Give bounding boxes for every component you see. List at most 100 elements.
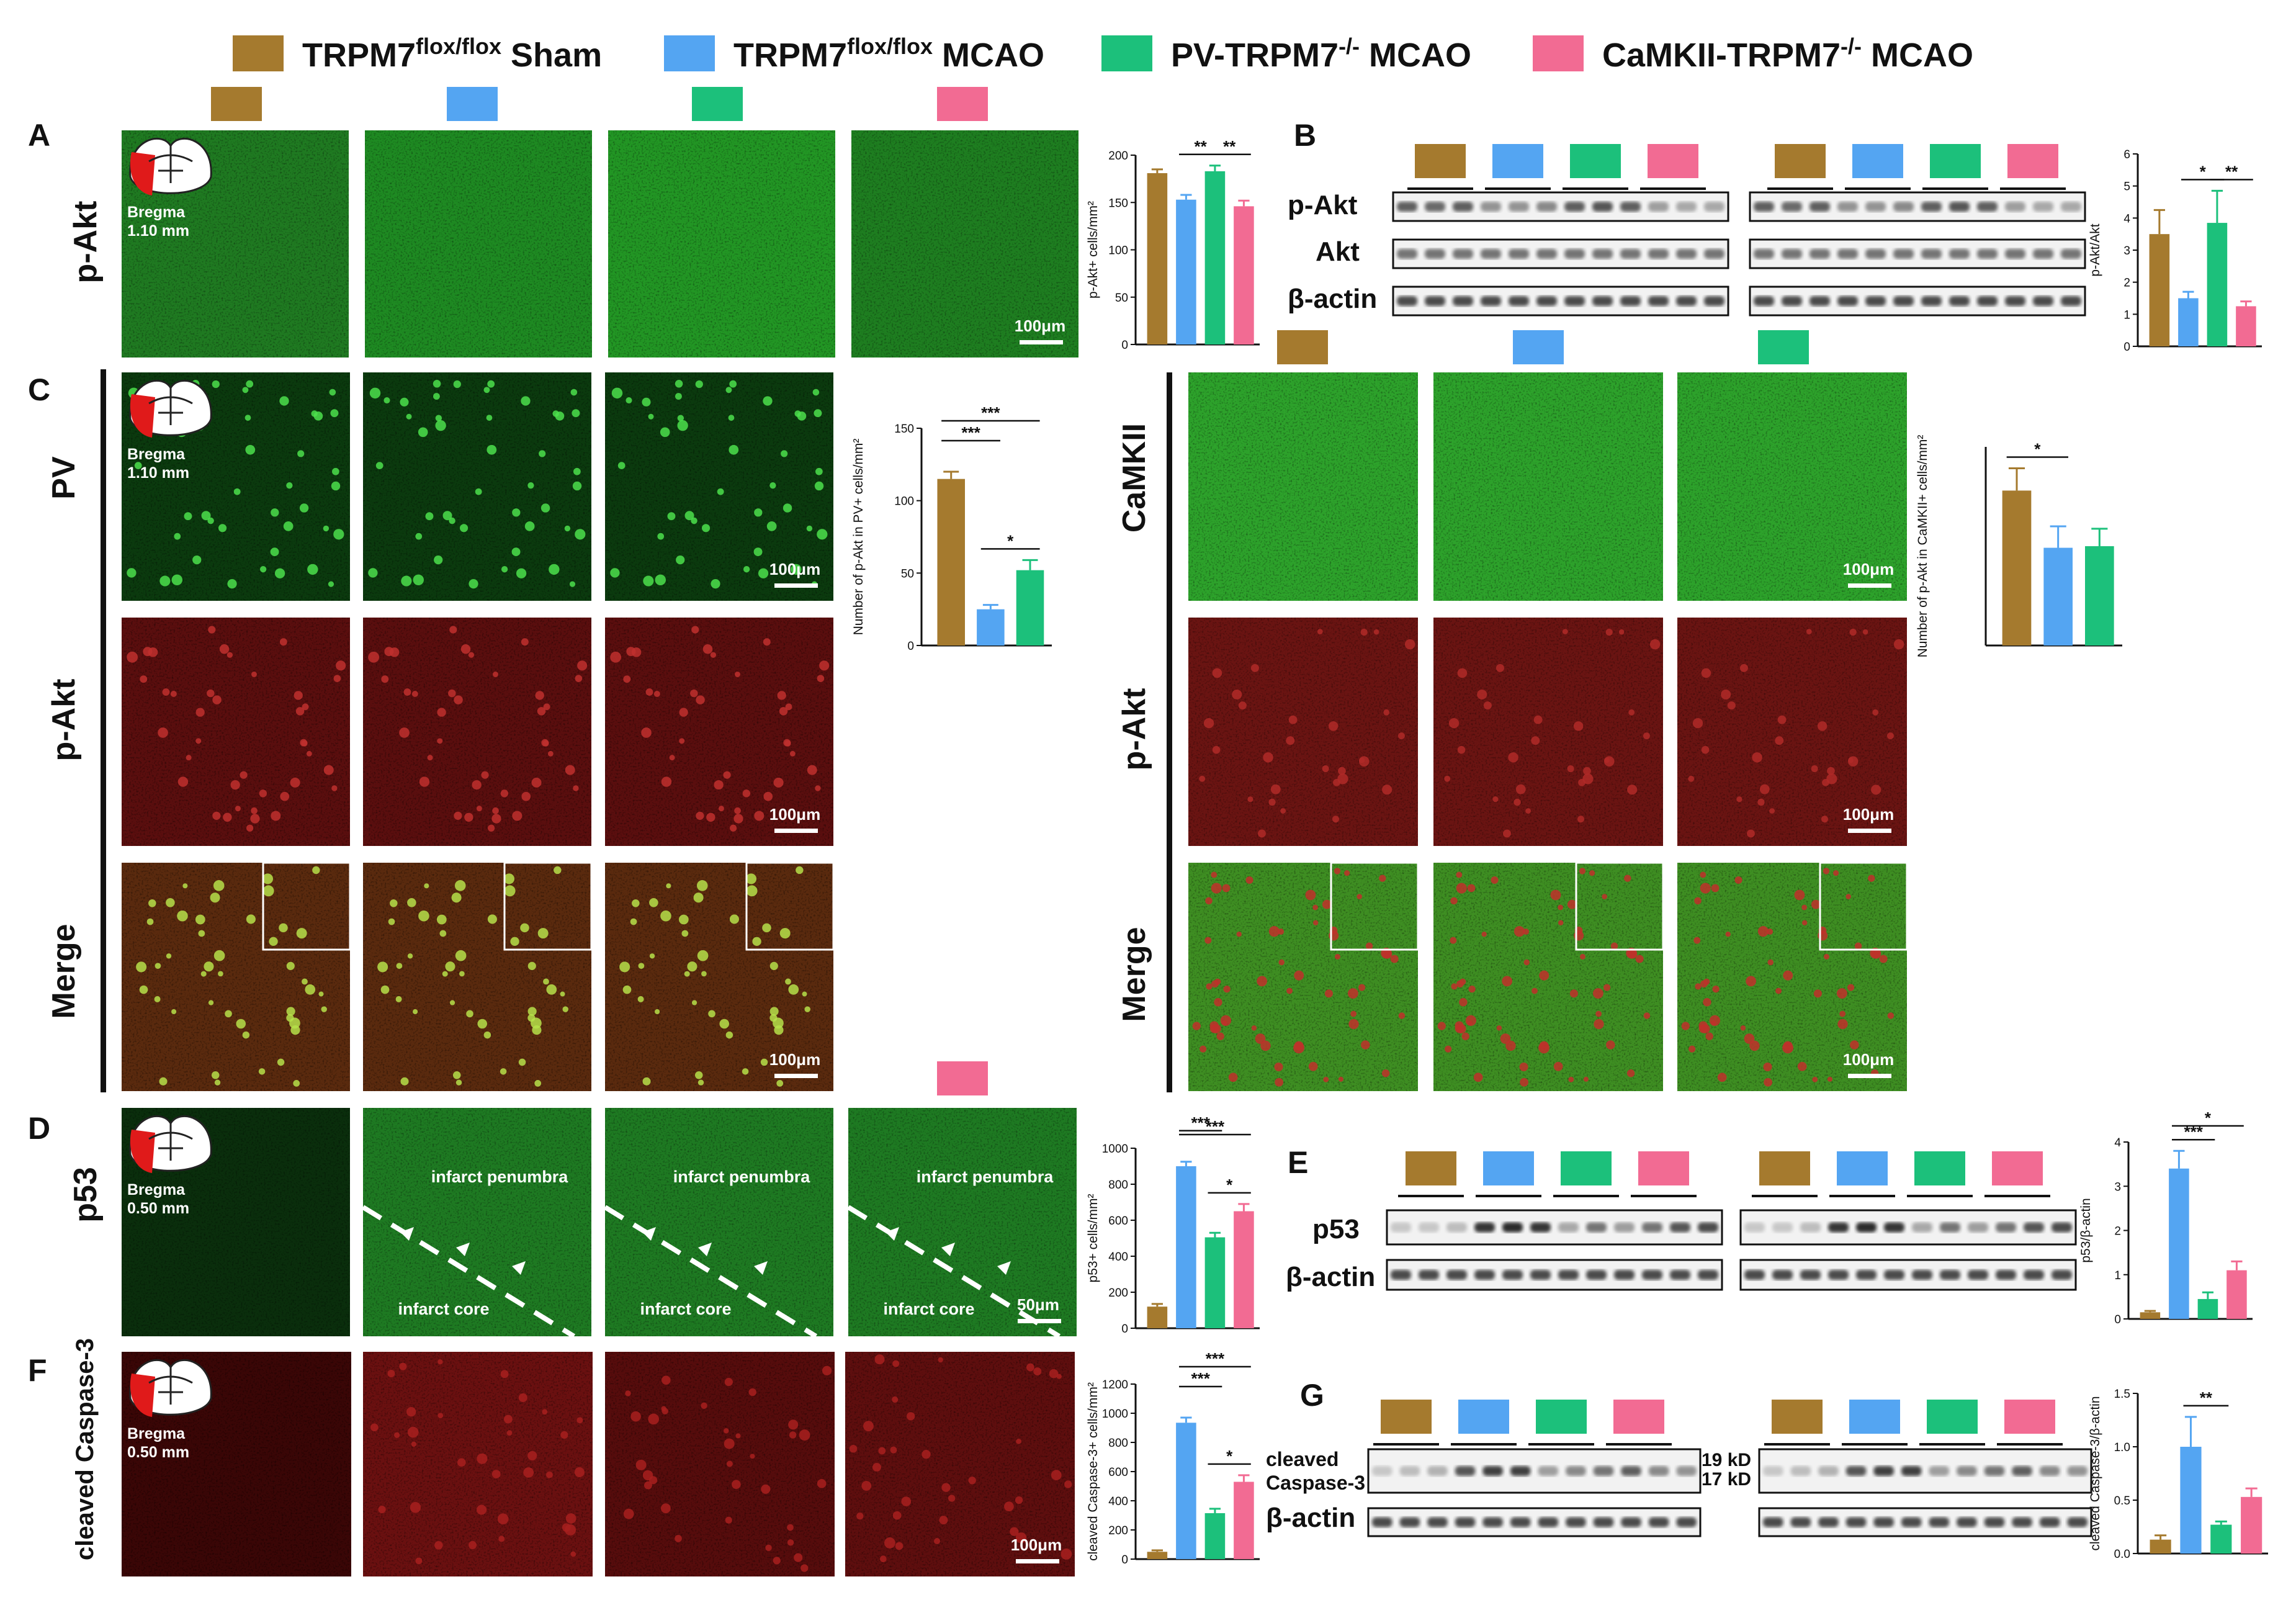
cell (1589, 870, 1595, 876)
bar (2197, 1298, 2218, 1319)
blot-band (1940, 1270, 1960, 1280)
bar (1147, 173, 1168, 344)
cell (724, 1428, 729, 1434)
infarct-area (130, 1374, 155, 1417)
blot-band (2005, 202, 2025, 212)
cell (475, 488, 482, 495)
cell (159, 1077, 168, 1086)
blot-frame (1749, 238, 2086, 269)
blot-band (1474, 1270, 1495, 1280)
cell (1879, 955, 1888, 963)
cell (333, 529, 344, 540)
cell (1278, 959, 1285, 966)
cell (681, 930, 689, 937)
cell (1700, 980, 1708, 988)
cell (1725, 931, 1731, 937)
y-tick-label: 4 (2123, 212, 2130, 225)
cell (1759, 784, 1770, 794)
cell (174, 533, 181, 540)
cell (1228, 1073, 1238, 1082)
scale-bar-label: 100μm (1843, 1050, 1894, 1069)
cell (1550, 889, 1561, 901)
cell (1206, 983, 1213, 990)
cell (804, 1006, 810, 1012)
cell (418, 910, 429, 922)
blot-band (1419, 1270, 1439, 1280)
blot-band (1566, 1517, 1586, 1527)
cell (1823, 868, 1830, 875)
group-swatch (1837, 1151, 1888, 1185)
cell (1821, 816, 1828, 823)
cell (486, 415, 493, 421)
cell (696, 695, 705, 704)
cell (574, 1467, 585, 1477)
cell (305, 984, 316, 995)
group-swatch (1492, 144, 1543, 178)
micrograph-texture (845, 1352, 1075, 1576)
blot-band (1676, 1517, 1697, 1527)
blot-band (1921, 202, 1942, 212)
cell (1398, 1012, 1406, 1019)
group-underline (1845, 187, 1911, 190)
cell (1693, 937, 1701, 944)
cell (516, 568, 527, 578)
blot-band (1809, 249, 1830, 259)
cell (769, 1014, 778, 1022)
cell (154, 996, 161, 1002)
blot-band (2067, 1466, 2087, 1476)
significance-label: * (2200, 162, 2207, 181)
cell (435, 420, 446, 431)
micrograph-texture (605, 1108, 833, 1336)
cell (207, 689, 215, 698)
cell (799, 1429, 810, 1441)
cell (1836, 988, 1847, 999)
cell (1752, 752, 1762, 763)
blot-band (1455, 1517, 1476, 1527)
cell (638, 963, 645, 969)
cell (611, 387, 623, 399)
group-underline (1451, 1443, 1517, 1446)
group-underline (1606, 1443, 1672, 1446)
cell (208, 626, 216, 634)
blot-band (1397, 249, 1417, 259)
blot-band (1642, 1270, 1662, 1280)
blot-band (2052, 1222, 2072, 1233)
blot-band (2005, 296, 2025, 306)
y-tick-label: 1200 (1102, 1378, 1128, 1392)
cell (1347, 988, 1358, 999)
group-swatch (1849, 1400, 1900, 1434)
bar (1234, 1211, 1254, 1328)
cell (872, 1462, 881, 1472)
blot-band (1865, 202, 1886, 212)
blot-band (1446, 1222, 1467, 1233)
group-underline (1922, 187, 1988, 190)
cell (503, 873, 515, 884)
bar (2180, 1447, 2202, 1554)
cell (483, 1031, 491, 1039)
cell (1338, 1076, 1343, 1082)
cell (1746, 976, 1757, 987)
inset-box (503, 861, 593, 951)
blot-band (1704, 296, 1724, 306)
row-label: p-Akt (68, 201, 104, 284)
y-tick-label: 200 (1108, 1287, 1128, 1300)
cell (1775, 736, 1784, 745)
cell (701, 1402, 707, 1409)
cell (437, 1359, 443, 1365)
cell (476, 1504, 487, 1515)
group-swatch (1406, 1151, 1456, 1185)
y-tick-label: 0 (907, 640, 914, 653)
cell (565, 765, 575, 775)
cell (657, 533, 665, 540)
cell (1477, 689, 1487, 699)
cell (797, 411, 807, 421)
cell (701, 971, 707, 977)
cell (1817, 721, 1827, 731)
cell (1582, 773, 1594, 785)
cell (1500, 1033, 1511, 1044)
blot-band (1558, 1222, 1579, 1233)
cell (785, 703, 792, 711)
scale-bar (1848, 583, 1891, 588)
cell (1211, 980, 1219, 988)
cell (1457, 668, 1468, 678)
